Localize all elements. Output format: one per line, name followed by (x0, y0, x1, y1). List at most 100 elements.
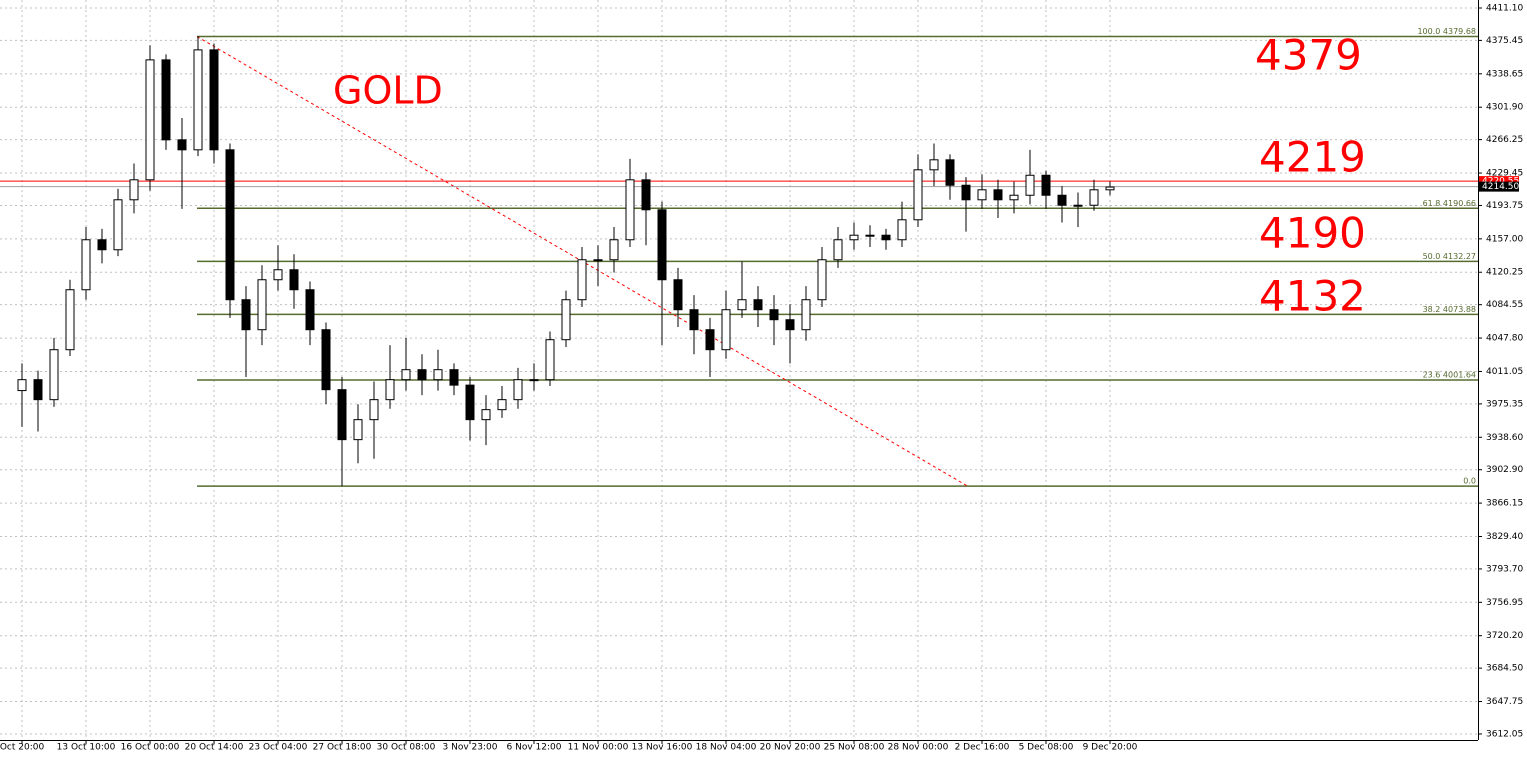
y-tick-label: 3647.75 (1486, 697, 1523, 707)
candle-body (721, 309, 731, 351)
y-tick-label: 3720.20 (1486, 631, 1523, 641)
candle-body (593, 259, 603, 262)
x-tick-label: 6 Nov 12:00 (507, 743, 562, 753)
candle-body (785, 319, 795, 331)
candle-body (1041, 174, 1051, 196)
candle-body (481, 409, 491, 421)
x-tick-label: 20 Nov 20:00 (760, 743, 821, 753)
candle-body (673, 279, 683, 311)
x-tick-label: 20 Oct 14:00 (185, 743, 244, 753)
candle-body (497, 399, 507, 411)
fib-level-label: 23.6 4001.64 (1423, 371, 1476, 380)
annotation: 4379 (1255, 31, 1362, 80)
candle-body (769, 309, 779, 321)
candle-body (1057, 194, 1067, 206)
candle-body (705, 329, 715, 351)
candle-body (849, 234, 859, 241)
x-tick-label: 30 Oct 08:00 (377, 743, 436, 753)
y-tick-label: 3938.60 (1486, 433, 1523, 443)
x-tick-label: 16 Oct 00:00 (121, 743, 180, 753)
y-tick-label: 4266.25 (1486, 135, 1523, 145)
candle-body (417, 369, 427, 381)
y-tick-label: 4375.45 (1486, 36, 1523, 46)
candle-body (289, 269, 299, 291)
y-tick-label: 4157.00 (1486, 234, 1523, 244)
candle-body (433, 369, 443, 381)
price-label-box (1479, 176, 1519, 187)
candle-body (865, 234, 875, 237)
candle-body (113, 199, 123, 251)
candle-body (385, 379, 395, 401)
y-tick-label: 4411.10 (1486, 3, 1523, 13)
fib-level-label: 100.0 4379.68 (1417, 27, 1476, 36)
annotation: 4190 (1259, 209, 1366, 258)
y-tick-label: 4301.90 (1486, 103, 1523, 113)
candle-body (945, 159, 955, 186)
x-tick-label: 13 Oct 10:00 (57, 743, 116, 753)
candle-body (577, 259, 587, 301)
y-tick-label: 4338.65 (1486, 69, 1523, 79)
fib-level-label: 0.0 (1463, 477, 1476, 486)
candle-body (401, 369, 411, 381)
candle-body (81, 239, 91, 291)
candle-body (929, 159, 939, 171)
candle-body (177, 139, 187, 151)
candle-body (977, 189, 987, 201)
y-tick-label: 3866.15 (1486, 499, 1523, 509)
candle-body (881, 234, 891, 241)
x-tick-label: 11 Nov 00:00 (568, 743, 629, 753)
x-tick-label: Oct 20:00 (0, 743, 44, 753)
x-tick-label: 3 Nov 23:00 (443, 743, 498, 753)
fib-level-label: 38.2 4073.88 (1423, 305, 1476, 314)
y-tick-label: 4120.25 (1486, 268, 1523, 278)
candle-body (897, 219, 907, 241)
annotation: GOLD (333, 69, 443, 113)
candle-body (305, 289, 315, 331)
x-tick-label: 2 Dec 16:00 (955, 743, 1010, 753)
candle-body (657, 209, 667, 281)
candle-body (161, 59, 171, 141)
candle-body (321, 329, 331, 391)
candle-body (129, 179, 139, 201)
x-tick-label: 25 Nov 08:00 (824, 743, 885, 753)
candle-body (273, 269, 283, 281)
candle-body (1009, 194, 1019, 201)
candle-body (449, 369, 459, 386)
candle-body (1025, 174, 1035, 196)
y-tick-label: 4047.80 (1486, 334, 1523, 344)
x-tick-label: 28 Nov 00:00 (888, 743, 949, 753)
candle-body (641, 179, 651, 211)
candle-body (609, 239, 619, 261)
y-tick-label: 3902.90 (1486, 465, 1523, 475)
price-label: 4214.50 (1482, 182, 1519, 192)
candle-body (337, 389, 347, 441)
candle-body (817, 259, 827, 301)
candle-body (65, 289, 75, 351)
candle-body (33, 379, 43, 401)
candle-body (145, 59, 155, 181)
x-tick-label: 27 Oct 18:00 (313, 743, 372, 753)
candle-body (49, 349, 59, 401)
candle-body (689, 309, 699, 331)
y-tick-label: 4011.05 (1486, 367, 1523, 377)
candle-body (193, 49, 203, 151)
candle-body (545, 339, 555, 381)
x-tick-label: 23 Oct 04:00 (249, 743, 308, 753)
candle-body (465, 384, 475, 421)
candle-body (241, 299, 251, 331)
annotation: 4132 (1259, 272, 1366, 321)
candle-body (1105, 186, 1115, 191)
candle-body (353, 419, 363, 441)
candle-body (529, 379, 539, 382)
y-tick-label: 3612.05 (1486, 729, 1523, 739)
y-tick-label: 3829.40 (1486, 532, 1523, 542)
candle-body (561, 299, 571, 341)
candle-body (369, 399, 379, 421)
x-tick-label: 5 Dec 08:00 (1019, 743, 1074, 753)
candle-body (257, 279, 267, 331)
candle-body (97, 239, 107, 251)
y-tick-label: 4193.75 (1486, 201, 1523, 211)
y-tick-label: 4084.55 (1486, 300, 1523, 310)
